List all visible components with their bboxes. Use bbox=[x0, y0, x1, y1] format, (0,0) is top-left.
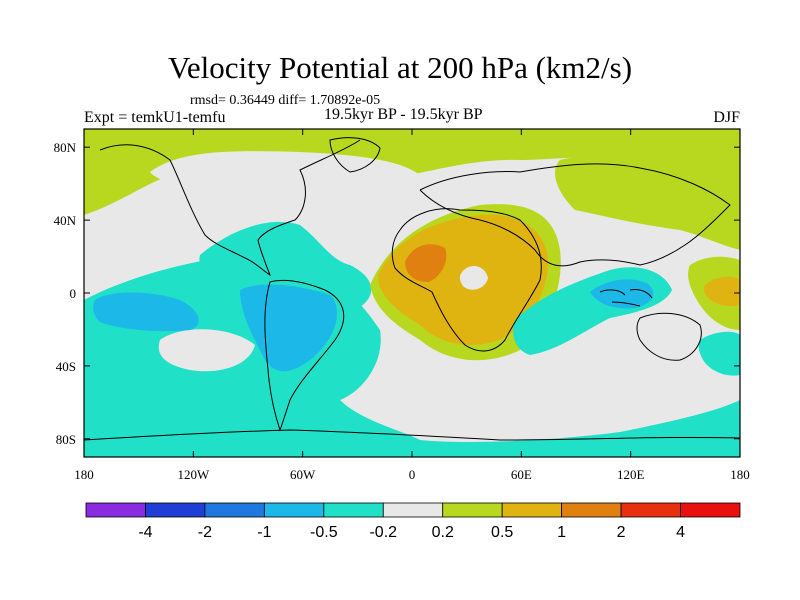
field-positive-asia bbox=[555, 148, 740, 250]
field-strong-negative-samerica bbox=[240, 284, 338, 372]
coastline-greenland bbox=[329, 137, 381, 173]
y-tick-label: 80S bbox=[56, 432, 76, 447]
coastline-north-america bbox=[99, 139, 361, 277]
colorbar-label: -0.5 bbox=[310, 524, 338, 541]
y-tick-label: 40S bbox=[56, 359, 76, 374]
x-axis: 180 120W 60W 0 60E 120E 180 bbox=[74, 129, 750, 482]
season-label: DJF bbox=[713, 109, 740, 126]
x-tick-label: 0 bbox=[409, 467, 416, 482]
colorbar-swatch bbox=[442, 502, 503, 518]
field-strong-negative-pacific bbox=[93, 292, 199, 332]
colorbar-swatch bbox=[501, 502, 563, 518]
field-strong-positive-africa bbox=[405, 244, 447, 282]
coastline-antarctica bbox=[84, 429, 740, 441]
period-label: 19.5kyr BP - 19.5kyr BP bbox=[324, 106, 483, 123]
colorbar-swatch bbox=[382, 502, 444, 518]
field-neutral-north bbox=[150, 151, 420, 192]
coastline-indonesia bbox=[599, 289, 653, 307]
colorbar-label: 0.2 bbox=[432, 524, 454, 541]
colorbar-label: 1 bbox=[557, 524, 566, 541]
coastlines bbox=[84, 137, 740, 441]
colorbar-label: -0.2 bbox=[369, 524, 397, 541]
coastline-europe-africa bbox=[391, 208, 542, 352]
y-tick-label: 40N bbox=[54, 213, 77, 228]
x-tick-label: 180 bbox=[730, 467, 750, 482]
x-tick-label: 120W bbox=[177, 467, 210, 482]
x-tick-label: 60W bbox=[290, 467, 316, 482]
colorbar-label: 2 bbox=[617, 524, 626, 541]
colorbar-label: 4 bbox=[676, 524, 685, 541]
field-negative-southeast bbox=[698, 331, 740, 376]
colorbar-swatch bbox=[145, 502, 206, 518]
chart-subtitle: rmsd= 0.36449 diff= 1.70892e-05 bbox=[190, 93, 381, 108]
field-neutral-southwest bbox=[158, 329, 255, 372]
colorbar-swatch bbox=[85, 502, 146, 518]
field-moderate-positive-pacific bbox=[703, 276, 740, 307]
y-tick-label: 0 bbox=[70, 286, 77, 301]
map-field bbox=[84, 129, 740, 457]
colorbar-swatch bbox=[561, 502, 622, 518]
colorbar: -4 -2 -1 -0.5 -0.2 0.2 0.5 1 2 4 bbox=[85, 502, 741, 541]
y-tick-label: 80N bbox=[54, 140, 77, 155]
coastline-south-america bbox=[264, 279, 345, 432]
colorbar-label: -4 bbox=[138, 524, 152, 541]
colorbar-label: -1 bbox=[257, 524, 271, 541]
field-neutral-africa bbox=[459, 266, 488, 290]
field-strong-negative-indonesia bbox=[590, 279, 654, 309]
colorbar-swatch bbox=[263, 502, 325, 518]
colorbar-label: 0.5 bbox=[491, 524, 513, 541]
coastline-australia bbox=[636, 312, 702, 361]
colorbar-swatch bbox=[204, 502, 265, 518]
colorbar-swatch bbox=[620, 502, 681, 518]
x-tick-label: 180 bbox=[74, 467, 94, 482]
colorbar-label: -2 bbox=[198, 524, 212, 541]
x-tick-label: 120E bbox=[617, 467, 645, 482]
y-axis: 80N 40N 0 40S 80S bbox=[54, 140, 740, 447]
experiment-label: Expt = temkU1-temfu bbox=[84, 109, 226, 126]
colorbar-swatch bbox=[680, 502, 741, 518]
colorbar-swatch bbox=[323, 502, 384, 518]
chart-title: Velocity Potential at 200 hPa (km2/s) bbox=[167, 50, 633, 85]
coastline-eurasia bbox=[419, 163, 731, 267]
x-tick-label: 60E bbox=[511, 467, 532, 482]
